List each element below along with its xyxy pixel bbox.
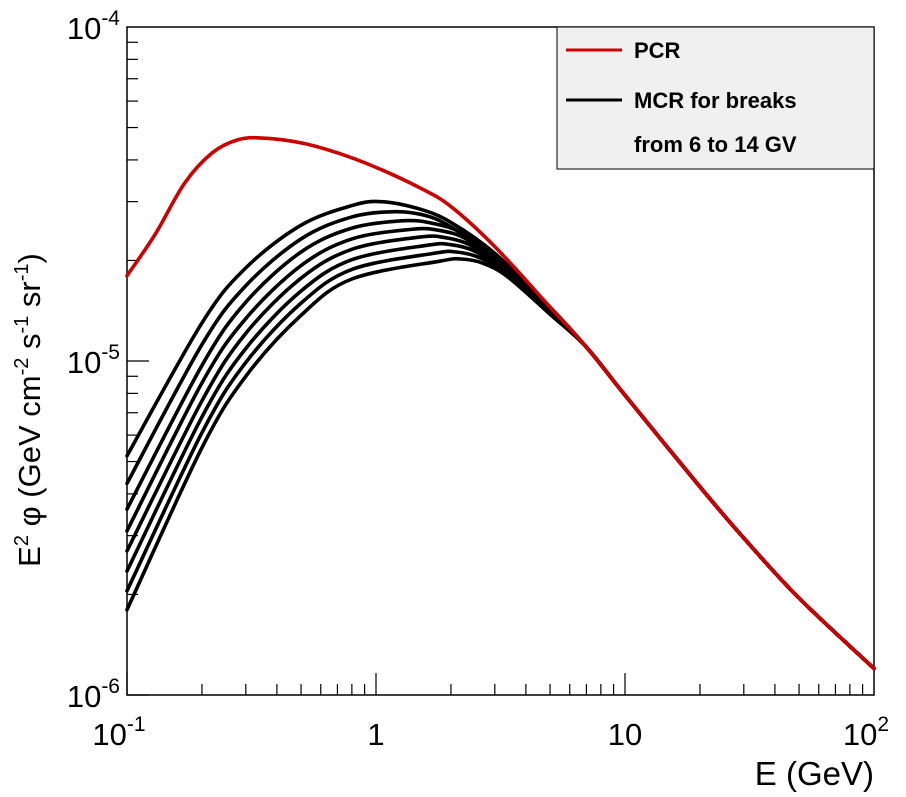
legend: PCR MCR for breaks from 6 to 14 GV: [556, 26, 875, 170]
x-tick-label-base: 1: [367, 717, 384, 752]
y-tick-label: 10-6: [67, 675, 120, 714]
y-label-symbol: φ (GeV cm: [12, 375, 47, 535]
y-label-prefix-sup: 2: [11, 535, 33, 546]
y-tick-label-exp: -6: [101, 675, 120, 698]
y-tick-label-base: 10: [67, 679, 101, 714]
x-axis-label: E (GeV): [755, 755, 874, 792]
y-label-prefix: E: [12, 546, 47, 567]
y-axis-label: E2 φ (GeV cm-2 s-1 sr-1): [11, 253, 47, 567]
y-tick-label: 10-5: [67, 341, 120, 380]
legend-label-mcr-range: from 6 to 14 GV: [634, 132, 797, 157]
y-label-sup1: -2: [11, 358, 33, 376]
series-pcr-line: [125, 135, 876, 671]
legend-label-pcr: PCR: [634, 38, 681, 63]
x-tick-label: 10-1: [92, 713, 145, 752]
x-tick-label: 102: [843, 713, 889, 752]
y-label-sup2: -1: [11, 316, 33, 334]
y-label-suffix: ): [12, 253, 47, 263]
y-tick-label-exp: -4: [101, 7, 120, 30]
x-tick-label-base: 10: [843, 717, 877, 752]
y-tick-label: 10-4: [67, 7, 120, 46]
x-tick-label-base: 10: [92, 717, 126, 752]
legend-label-mcr: MCR for breaks: [634, 88, 797, 113]
series-layer: [125, 135, 876, 671]
y-tick-label-exp: -5: [101, 341, 120, 364]
x-tick-label: 1: [367, 717, 384, 752]
y-tick-label-base: 10: [67, 345, 101, 380]
axis-ticks: [126, 41, 864, 696]
y-label-mid1: s: [12, 334, 47, 358]
y-tick-label-base: 10: [67, 11, 101, 46]
x-tick-label: 10: [608, 717, 642, 752]
y-label-mid2: sr: [12, 281, 47, 315]
x-tick-label-exp: -1: [127, 713, 146, 736]
y-label-sup3: -1: [11, 263, 33, 281]
x-tick-label-base: 10: [608, 717, 642, 752]
x-tick-label-exp: 2: [877, 713, 889, 736]
